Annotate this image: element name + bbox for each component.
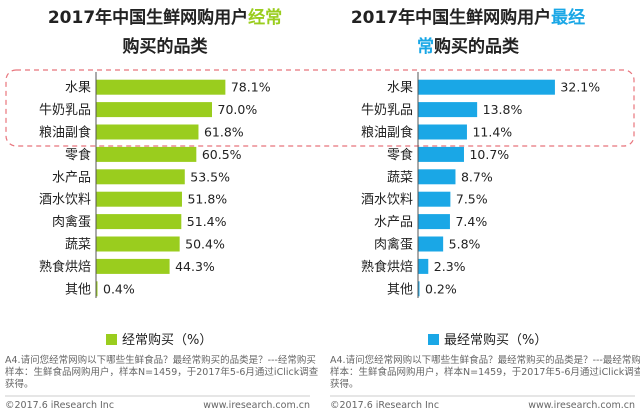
- chart1-category-label: 其他: [65, 282, 91, 297]
- chart1-value-label: 61.8%: [204, 125, 244, 140]
- chart2-bar: [418, 236, 444, 252]
- chart1-bar: [96, 169, 185, 185]
- chart2-copyright: ©2017.6 iResearch Inc: [330, 400, 439, 411]
- chart2-category-label: 水果: [387, 81, 413, 96]
- chart1-legend-label: 经常购买（%）: [122, 332, 212, 348]
- chart2-category-label: 水产品: [374, 215, 413, 230]
- chart1-website: www.iresearch.com.cn: [203, 400, 310, 411]
- chart2-category-label: 粮油副食: [361, 125, 413, 141]
- chart2-category-label: 肉禽蛋: [374, 237, 413, 253]
- chart2-bar: [418, 146, 464, 162]
- chart1-bar: [96, 79, 226, 95]
- chart2-value-label: 8.7%: [461, 169, 493, 184]
- chart1-title-line2: 购买的品类: [123, 36, 209, 57]
- chart2-value-label: 5.8%: [449, 237, 481, 252]
- chart2-category-label: 零食: [387, 147, 413, 163]
- chart1-category-label: 熟食烘焙: [39, 259, 91, 275]
- chart2-category-label: 熟食烘焙: [361, 259, 413, 275]
- chart2-title-highlight: 最经: [551, 7, 585, 28]
- chart1-category-label: 水果: [65, 81, 91, 96]
- chart1-note-line1: A4.请问您经常网购以下哪些生鲜食品？最经常购买的品类是？---经常购买: [5, 354, 316, 366]
- chart2-note-line2: 样本：生鲜食品网购用户，样本N=1459，于2017年5-6月通过iClick调…: [330, 366, 640, 378]
- chart1-copyright: ©2017.6 iResearch Inc: [5, 400, 114, 411]
- chart2-title-highlight2: 常: [417, 36, 434, 57]
- chart1-title-line1: 2017年中国生鲜网购用户经常: [48, 7, 282, 28]
- chart2-note-line3: 获得。: [330, 378, 359, 390]
- chart1-bar: [96, 146, 197, 162]
- chart2-value-label: 32.1%: [560, 80, 600, 95]
- chart2-title-rest: 购买的品类: [434, 36, 520, 57]
- chart1-value-label: 51.8%: [187, 192, 227, 207]
- chart2-value-label: 2.3%: [434, 259, 466, 274]
- chart1-title-highlight: 经常: [248, 7, 282, 28]
- chart2-bar: [418, 102, 478, 118]
- chart1-bar: [96, 214, 182, 230]
- chart1-note-line3: 获得。: [5, 378, 34, 390]
- chart1-value-label: 51.4%: [187, 214, 227, 229]
- chart2-bar: [418, 79, 555, 95]
- chart2-note-line1: A4.请问您经常网购以下哪些生鲜食品？最经常购买的品类是？---最经常购买: [330, 354, 640, 366]
- chart1-note-line2: 样本：生鲜食品网购用户，样本N=1459，于2017年5-6月通过iClick调…: [5, 366, 319, 378]
- chart1-bar: [96, 258, 170, 274]
- chart2-legend-swatch: [428, 334, 439, 345]
- chart2-bar: [418, 281, 420, 297]
- chart2-title-main: 2017年中国生鲜网购用户: [351, 7, 551, 28]
- chart1-category-label: 粮油副食: [39, 125, 91, 141]
- chart1-value-label: 53.5%: [190, 169, 230, 184]
- chart1-value-label: 50.4%: [185, 237, 225, 252]
- chart2-category-label: 牛奶乳品: [361, 103, 413, 118]
- chart1-value-label: 70.0%: [218, 102, 258, 117]
- chart1-value-label: 44.3%: [175, 259, 215, 274]
- chart1-category-label: 肉禽蛋: [52, 214, 91, 230]
- chart2-value-label: 7.5%: [456, 192, 488, 207]
- chart2-value-label: 7.4%: [455, 214, 487, 229]
- chart2-bar: [418, 124, 467, 140]
- chart2-bar: [418, 191, 451, 207]
- chart1-bar: [96, 191, 182, 207]
- chart1-category-label: 牛奶乳品: [39, 103, 91, 118]
- chart2-value-label: 0.2%: [425, 281, 457, 296]
- chart1-legend-swatch: [106, 334, 117, 345]
- chart1-bar: [96, 236, 180, 252]
- chart2-title-line1: 2017年中国生鲜网购用户最经: [351, 7, 585, 28]
- chart1-value-label: 60.5%: [202, 147, 242, 162]
- chart2-website: www.iresearch.com.cn: [528, 400, 635, 411]
- chart2-value-label: 13.8%: [483, 102, 523, 117]
- chart1-bar: [96, 124, 199, 140]
- chart2-legend-label: 最经常购买（%）: [444, 332, 547, 348]
- chart2-category-label: 蔬菜: [387, 170, 413, 185]
- chart2-bar: [418, 169, 456, 185]
- chart1-bar: [96, 102, 212, 118]
- chart1-title-rest: 购买的品类: [123, 36, 209, 57]
- top-three-highlight-box: [5, 69, 635, 147]
- chart2-bar: [418, 258, 429, 274]
- chart2-title-line2: 常购买的品类: [417, 36, 520, 57]
- chart1-value-label: 78.1%: [231, 80, 271, 95]
- chart2-value-label: 11.4%: [472, 125, 512, 140]
- chart1-category-label: 水产品: [52, 170, 91, 185]
- chart1-category-label: 酒水饮料: [39, 193, 91, 208]
- chart1-value-label: 0.4%: [103, 281, 135, 296]
- chart1-title-main: 2017年中国生鲜网购用户: [48, 7, 248, 28]
- chart2-category-label: 其他: [387, 282, 413, 297]
- chart1-bar: [96, 281, 98, 297]
- chart1-category-label: 零食: [65, 147, 91, 163]
- chart1-category-label: 蔬菜: [65, 238, 91, 253]
- chart2-bar: [418, 214, 450, 230]
- chart2-value-label: 10.7%: [469, 147, 509, 162]
- chart2-category-label: 酒水饮料: [361, 193, 413, 208]
